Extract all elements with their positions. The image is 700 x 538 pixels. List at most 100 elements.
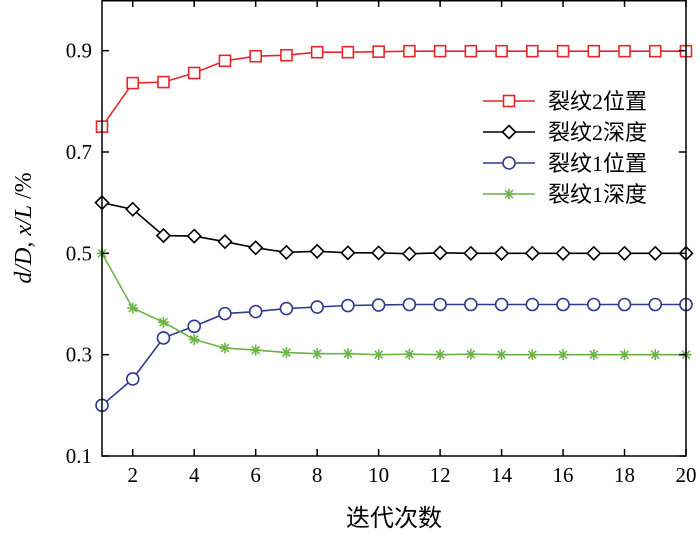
data-point — [402, 297, 417, 312]
y-tick-label: 0.7 — [66, 140, 92, 164]
y-tick-label: 0.1 — [66, 444, 92, 468]
x-tick-label: 2 — [127, 463, 138, 487]
data-point — [433, 297, 447, 312]
data-point — [187, 66, 201, 80]
x-tick-label: 18 — [614, 463, 635, 487]
data-point — [218, 306, 232, 321]
data-point — [586, 297, 601, 312]
data-point — [586, 245, 602, 261]
data-point — [465, 348, 477, 360]
legend-label: 裂纹2位置 — [548, 89, 647, 114]
data-point — [525, 297, 540, 312]
series-star — [96, 247, 692, 361]
data-point — [618, 44, 631, 58]
series-line — [101, 201, 686, 255]
data-point — [340, 245, 356, 261]
data-point — [619, 349, 631, 361]
x-tick-label: 6 — [250, 463, 261, 487]
data-point — [342, 348, 354, 360]
series-circle — [95, 297, 693, 413]
data-point — [557, 349, 569, 361]
legend-item: 裂纹1位置 — [483, 151, 647, 176]
data-point — [186, 228, 202, 244]
y-axis-label-part: , — [11, 236, 37, 248]
data-point — [464, 297, 478, 312]
data-point — [280, 48, 293, 62]
data-point — [496, 349, 508, 361]
y-axis-label-part: d/D — [11, 248, 37, 284]
data-point — [587, 44, 601, 58]
data-point — [187, 319, 202, 334]
data-point — [280, 347, 292, 359]
data-point — [433, 44, 447, 58]
data-point — [649, 349, 661, 361]
data-point — [403, 44, 416, 58]
data-point — [310, 300, 324, 314]
data-point — [434, 349, 446, 361]
data-point — [401, 246, 417, 262]
series-square — [95, 44, 693, 133]
data-point — [372, 45, 385, 58]
x-tick-label: 20 — [676, 463, 697, 487]
data-point — [311, 348, 323, 360]
x-tick-label: 14 — [491, 463, 513, 487]
data-point — [155, 227, 172, 244]
data-point — [588, 349, 600, 361]
x-tick-label: 8 — [312, 463, 323, 487]
data-point — [341, 45, 355, 59]
y-axis-label-part: /% — [11, 172, 37, 205]
data-point — [218, 54, 232, 68]
legend-label: 裂纹1位置 — [548, 151, 647, 176]
data-point — [555, 245, 571, 261]
data-point — [157, 75, 170, 89]
data-point — [371, 298, 386, 312]
y-tick-label: 0.9 — [66, 39, 92, 63]
data-point — [648, 44, 662, 58]
legend-marker — [503, 188, 515, 200]
data-point — [556, 297, 570, 312]
data-point — [249, 49, 262, 63]
data-point — [250, 344, 262, 356]
series-diamond — [94, 195, 694, 262]
data-point — [526, 44, 539, 58]
x-tick-label: 12 — [430, 463, 451, 487]
data-point — [403, 348, 415, 360]
legend-item: 裂纹2深度 — [483, 120, 647, 145]
data-point — [157, 316, 169, 328]
data-point — [341, 298, 355, 313]
legend-label: 裂纹1深度 — [548, 182, 647, 207]
data-point — [125, 372, 140, 386]
y-axis-label-part: x/L — [11, 205, 37, 237]
data-point — [248, 240, 264, 256]
legend-marker — [502, 156, 516, 170]
data-point — [495, 44, 508, 58]
x-tick-label: 4 — [189, 463, 200, 487]
data-point — [126, 76, 140, 90]
data-point — [648, 297, 663, 312]
data-point — [310, 45, 324, 59]
data-point — [432, 245, 448, 261]
data-point — [616, 245, 633, 261]
x-tick-label: 10 — [368, 463, 389, 487]
data-point — [309, 243, 325, 259]
legend-label: 裂纹2深度 — [548, 120, 647, 145]
y-axis-label: d/D, x/L /% — [11, 172, 37, 283]
data-point — [371, 245, 387, 261]
x-axis-label: 迭代次数 — [346, 505, 442, 532]
data-point — [556, 44, 570, 58]
legend-marker — [501, 124, 517, 140]
data-point — [493, 245, 510, 261]
data-point — [494, 297, 509, 312]
data-point — [463, 245, 479, 261]
x-tick-label: 16 — [553, 463, 574, 487]
data-point — [278, 244, 295, 260]
legend-marker — [502, 94, 516, 108]
data-point — [219, 342, 231, 354]
data-point — [248, 304, 263, 319]
data-point — [156, 331, 171, 345]
data-point — [524, 245, 540, 261]
legend-item: 裂纹1深度 — [483, 182, 647, 207]
data-point — [127, 302, 139, 314]
plot-frame — [101, 0, 687, 457]
